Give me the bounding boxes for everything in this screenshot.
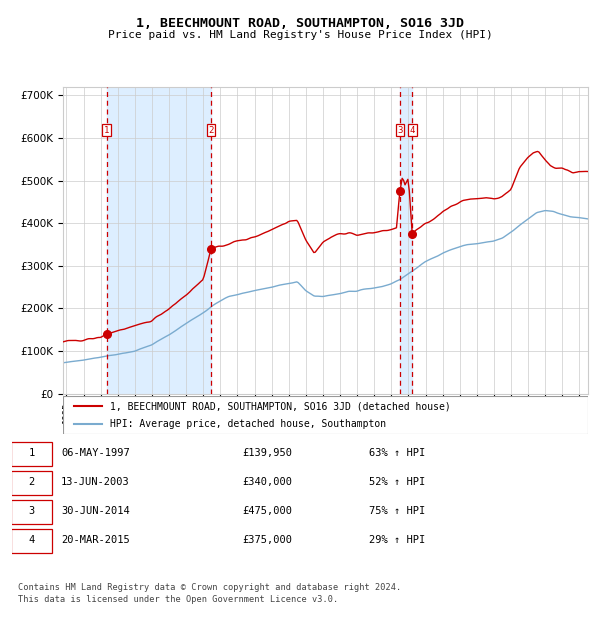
- Text: 29% ↑ HPI: 29% ↑ HPI: [369, 534, 425, 544]
- Text: £375,000: £375,000: [242, 534, 292, 544]
- Text: This data is licensed under the Open Government Licence v3.0.: This data is licensed under the Open Gov…: [18, 595, 338, 604]
- Text: Price paid vs. HM Land Registry's House Price Index (HPI): Price paid vs. HM Land Registry's House …: [107, 30, 493, 40]
- FancyBboxPatch shape: [11, 529, 52, 552]
- Text: £340,000: £340,000: [242, 477, 292, 487]
- Text: Contains HM Land Registry data © Crown copyright and database right 2024.: Contains HM Land Registry data © Crown c…: [18, 583, 401, 592]
- FancyBboxPatch shape: [11, 471, 52, 495]
- Text: 75% ↑ HPI: 75% ↑ HPI: [369, 506, 425, 516]
- Bar: [107, 87, 211, 394]
- Text: 2: 2: [208, 126, 214, 135]
- Text: 1: 1: [28, 448, 35, 458]
- Text: 3: 3: [397, 126, 403, 135]
- Text: 4: 4: [410, 126, 415, 135]
- Text: HPI: Average price, detached house, Southampton: HPI: Average price, detached house, Sout…: [110, 419, 386, 430]
- Text: 63% ↑ HPI: 63% ↑ HPI: [369, 448, 425, 458]
- Text: 1, BEECHMOUNT ROAD, SOUTHAMPTON, SO16 3JD: 1, BEECHMOUNT ROAD, SOUTHAMPTON, SO16 3J…: [136, 17, 464, 30]
- Text: 52% ↑ HPI: 52% ↑ HPI: [369, 477, 425, 487]
- Text: 1, BEECHMOUNT ROAD, SOUTHAMPTON, SO16 3JD (detached house): 1, BEECHMOUNT ROAD, SOUTHAMPTON, SO16 3J…: [110, 401, 451, 411]
- Text: 2: 2: [28, 477, 35, 487]
- FancyBboxPatch shape: [11, 442, 52, 466]
- Text: 20-MAR-2015: 20-MAR-2015: [61, 534, 130, 544]
- Text: £139,950: £139,950: [242, 448, 292, 458]
- Text: 1: 1: [104, 126, 109, 135]
- Text: 4: 4: [28, 534, 35, 544]
- FancyBboxPatch shape: [11, 500, 52, 524]
- Text: 30-JUN-2014: 30-JUN-2014: [61, 506, 130, 516]
- Text: 3: 3: [28, 506, 35, 516]
- FancyBboxPatch shape: [63, 396, 588, 434]
- Bar: [400, 87, 412, 394]
- Text: 13-JUN-2003: 13-JUN-2003: [61, 477, 130, 487]
- Text: £475,000: £475,000: [242, 506, 292, 516]
- Text: 06-MAY-1997: 06-MAY-1997: [61, 448, 130, 458]
